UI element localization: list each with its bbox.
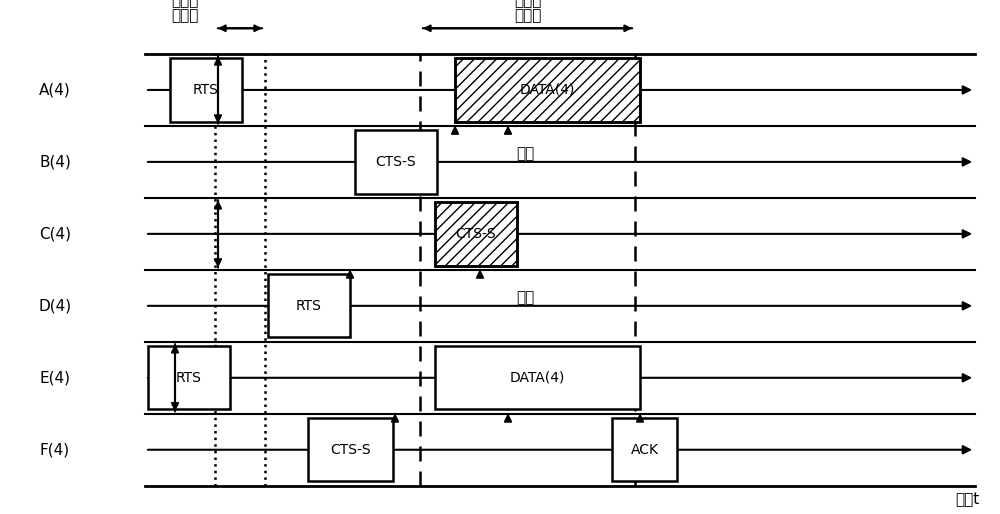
Text: 控制分: 控制分: [514, 0, 542, 8]
Text: C(4): C(4): [39, 226, 71, 242]
Bar: [612, 418, 677, 482]
Text: 组时隙: 组时隙: [514, 8, 542, 23]
Bar: [148, 346, 230, 410]
Bar: [435, 346, 640, 410]
Text: RTS: RTS: [193, 83, 219, 97]
Bar: [455, 58, 640, 122]
Bar: [355, 130, 437, 194]
Text: 时间t: 时间t: [955, 492, 979, 507]
Text: CTS-S: CTS-S: [376, 155, 416, 169]
Bar: [435, 202, 517, 266]
Text: D(4): D(4): [38, 298, 72, 314]
Text: 最小退: 最小退: [171, 0, 199, 8]
Text: CTS-S: CTS-S: [330, 443, 371, 457]
Text: 冲突: 冲突: [516, 146, 534, 161]
Bar: [170, 58, 242, 122]
Text: RTS: RTS: [176, 371, 202, 385]
Text: DATA(4): DATA(4): [520, 83, 575, 97]
Text: CTS-S: CTS-S: [456, 227, 496, 241]
Text: 冲突: 冲突: [516, 290, 534, 305]
Text: ACK: ACK: [631, 443, 658, 457]
Text: E(4): E(4): [40, 370, 70, 386]
Text: A(4): A(4): [39, 82, 71, 98]
Bar: [308, 418, 393, 482]
Text: RTS: RTS: [296, 299, 322, 313]
Bar: [268, 274, 350, 338]
Text: F(4): F(4): [40, 442, 70, 457]
Text: DATA(4): DATA(4): [510, 371, 565, 385]
Text: 避时隙: 避时隙: [171, 8, 199, 23]
Bar: [455, 58, 640, 122]
Bar: [435, 202, 517, 266]
Text: B(4): B(4): [39, 154, 71, 170]
